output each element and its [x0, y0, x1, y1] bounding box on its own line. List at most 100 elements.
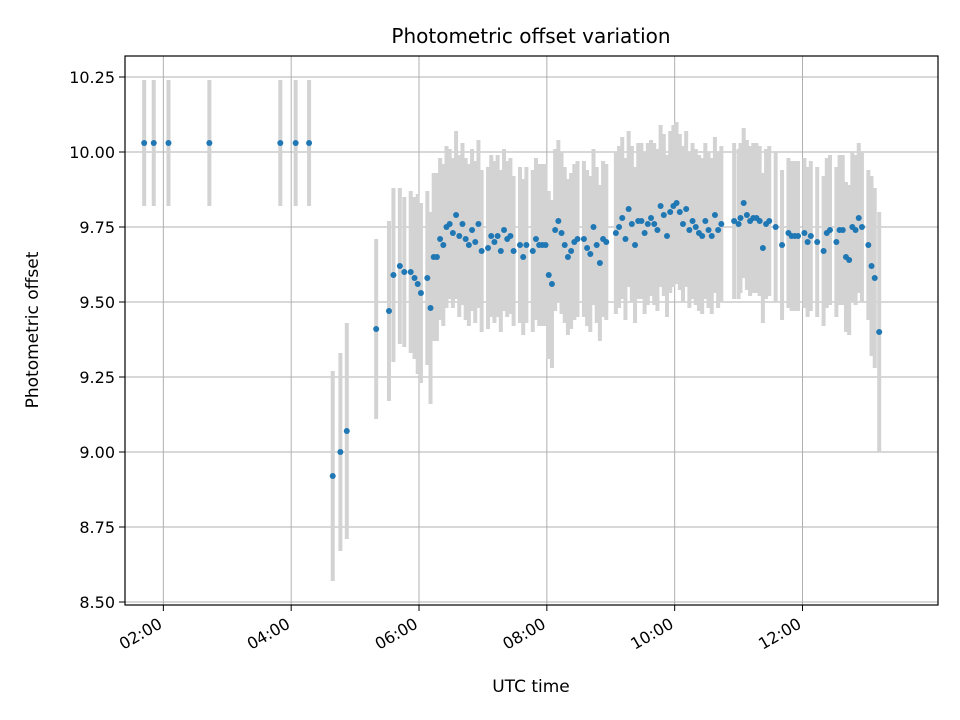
y-tick-label: 9.25	[79, 368, 115, 387]
data-point	[871, 275, 878, 281]
data-point	[414, 281, 421, 287]
y-tick-label: 9.50	[79, 293, 115, 312]
data-point	[337, 449, 344, 455]
data-point	[411, 275, 418, 281]
data-point	[804, 239, 811, 245]
data-point	[373, 326, 380, 332]
data-point	[584, 245, 591, 251]
y-tick-label: 10.25	[69, 68, 115, 87]
data-point	[485, 245, 492, 251]
data-point	[715, 227, 722, 233]
data-point	[424, 275, 431, 281]
data-point	[826, 227, 833, 233]
y-tick-label: 9.00	[79, 443, 115, 462]
data-point	[673, 200, 680, 206]
data-point	[625, 206, 632, 212]
data-point	[449, 230, 456, 236]
data-point	[756, 218, 763, 224]
data-point	[548, 281, 555, 287]
data-point	[644, 221, 651, 227]
x-tick-label: 12:00	[755, 614, 804, 654]
data-point	[628, 221, 635, 227]
x-tick-label: 08:00	[499, 614, 548, 654]
data-point	[446, 221, 453, 227]
x-tick-label: 02:00	[116, 614, 165, 654]
chart-title: Photometric offset variation	[391, 24, 670, 48]
data-point	[619, 215, 626, 221]
data-point	[641, 230, 648, 236]
data-point	[839, 227, 846, 233]
data-point	[385, 308, 392, 314]
x-axis-title: UTC time	[492, 677, 570, 697]
data-point	[292, 140, 299, 146]
data-point	[740, 200, 747, 206]
data-point	[664, 233, 670, 239]
data-point	[574, 236, 581, 242]
data-point	[472, 239, 479, 245]
data-point	[433, 254, 440, 260]
data-point	[407, 269, 414, 275]
data-points	[141, 140, 883, 479]
data-point	[596, 260, 603, 266]
data-point	[396, 263, 403, 269]
data-point	[497, 248, 504, 254]
data-point	[638, 218, 645, 224]
data-point	[718, 221, 725, 227]
data-point	[491, 239, 498, 245]
data-point	[469, 227, 476, 233]
data-point	[590, 224, 597, 230]
data-point	[462, 236, 469, 242]
data-point	[779, 242, 786, 248]
data-point	[708, 233, 715, 239]
data-point	[833, 239, 840, 245]
x-tick-label: 10:00	[627, 614, 676, 654]
x-axis-ticks: 02:00 04:00 06:00 08:00 10:00 12:00	[116, 605, 805, 654]
data-point	[456, 233, 463, 239]
data-point	[561, 242, 568, 248]
data-point	[846, 257, 853, 263]
data-point	[465, 242, 472, 248]
data-point	[437, 236, 444, 242]
y-tick-label: 8.75	[79, 518, 115, 537]
data-point	[603, 239, 610, 245]
data-point	[440, 242, 447, 248]
data-point	[558, 230, 565, 236]
data-point	[743, 212, 750, 218]
data-point	[417, 290, 424, 296]
data-point	[632, 242, 639, 248]
data-point	[555, 218, 562, 224]
data-point	[401, 269, 408, 275]
y-tick-label: 10.00	[69, 143, 115, 162]
data-point	[453, 212, 460, 218]
data-point	[475, 221, 482, 227]
data-point	[820, 248, 827, 254]
data-point	[612, 230, 619, 236]
data-point	[651, 221, 658, 227]
data-point	[532, 236, 539, 242]
data-point	[580, 236, 587, 242]
data-point	[699, 233, 706, 239]
data-point	[852, 227, 859, 233]
data-point	[702, 218, 709, 224]
data-point	[737, 215, 744, 221]
data-point	[807, 233, 814, 239]
data-point	[459, 221, 466, 227]
data-point	[343, 428, 350, 434]
data-point	[329, 473, 336, 479]
data-point	[523, 242, 530, 248]
y-tick-label: 9.75	[79, 218, 115, 237]
data-point	[501, 227, 508, 233]
data-point	[648, 215, 655, 221]
data-point	[683, 206, 690, 212]
data-point	[488, 233, 495, 239]
data-point	[667, 209, 674, 215]
data-point	[679, 221, 686, 227]
data-point	[692, 224, 699, 230]
data-point	[616, 224, 623, 230]
data-point	[478, 248, 485, 254]
data-point	[306, 140, 313, 146]
data-point	[801, 230, 808, 236]
data-point	[542, 242, 549, 248]
data-point	[564, 254, 571, 260]
